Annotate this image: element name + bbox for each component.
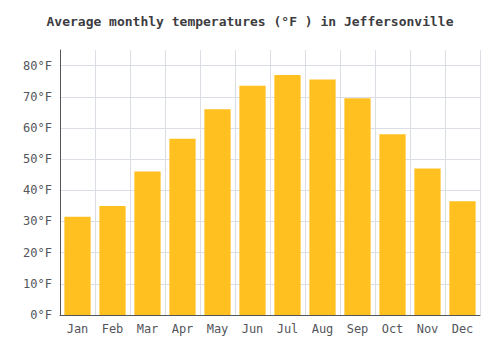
svg-text:50°F: 50°F — [23, 152, 52, 166]
svg-text:Apr: Apr — [172, 322, 194, 336]
svg-text:May: May — [207, 322, 229, 336]
svg-text:Mar: Mar — [137, 322, 159, 336]
svg-text:Jul: Jul — [277, 322, 299, 336]
svg-text:Nov: Nov — [417, 322, 439, 336]
svg-text:60°F: 60°F — [23, 121, 52, 135]
svg-text:80°F: 80°F — [23, 59, 52, 73]
svg-text:Jun: Jun — [242, 322, 264, 336]
svg-text:Aug: Aug — [312, 322, 334, 336]
svg-text:Oct: Oct — [382, 322, 404, 336]
svg-text:30°F: 30°F — [23, 214, 52, 228]
svg-text:20°F: 20°F — [23, 246, 52, 260]
svg-text:Jan: Jan — [67, 322, 89, 336]
svg-text:70°F: 70°F — [23, 90, 52, 104]
svg-text:0°F: 0°F — [30, 308, 52, 322]
svg-text:40°F: 40°F — [23, 183, 52, 197]
svg-text:10°F: 10°F — [23, 277, 52, 291]
svg-text:Average monthly temperatures (: Average monthly temperatures (°F ) in Je… — [47, 14, 454, 29]
svg-text:Sep: Sep — [347, 322, 369, 336]
svg-text:Dec: Dec — [452, 322, 474, 336]
svg-text:Feb: Feb — [102, 322, 124, 336]
